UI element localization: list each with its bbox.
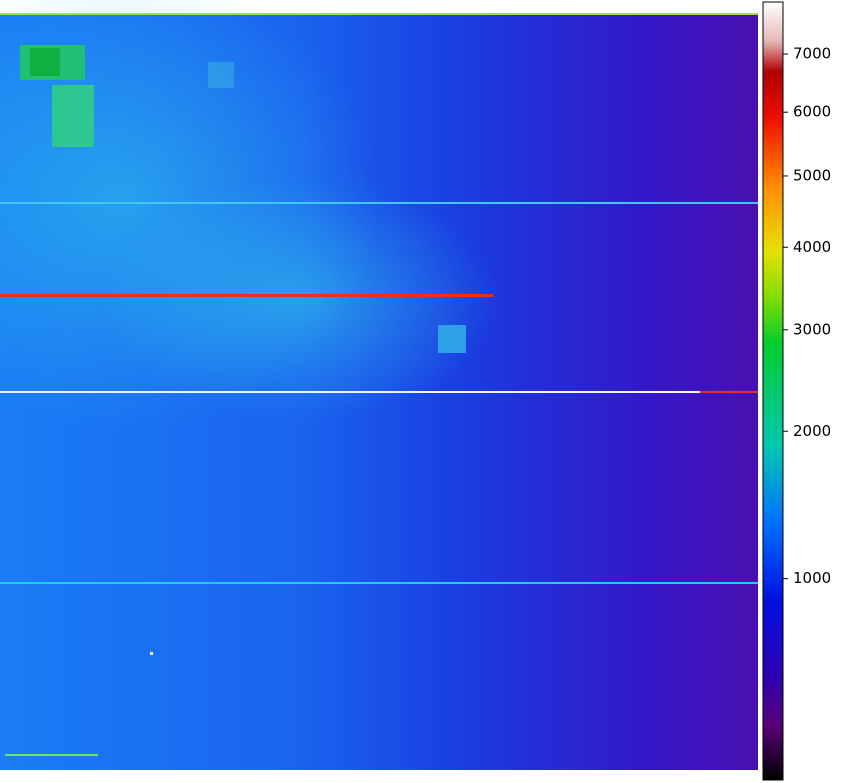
bad-row xyxy=(700,391,758,393)
colorbar-tick-label: 6000 xyxy=(793,103,831,121)
bad-row xyxy=(0,294,493,297)
bright-spot xyxy=(52,85,94,147)
glow xyxy=(100,180,500,420)
colorbar-tick-label: 7000 xyxy=(793,45,831,63)
source-box xyxy=(208,62,234,88)
bright-spot xyxy=(30,48,60,76)
colorbar-tick-label: 2000 xyxy=(793,422,831,440)
source-box xyxy=(438,325,466,353)
bad-row xyxy=(5,754,98,756)
bad-row xyxy=(0,202,758,204)
colorbar-tick-label: 1000 xyxy=(793,569,831,587)
hot-pixel xyxy=(150,652,153,655)
bad-row xyxy=(0,582,758,584)
edge-line xyxy=(0,13,758,15)
bad-row xyxy=(0,391,758,393)
colorbar-tick-label: 5000 xyxy=(793,166,831,184)
colorbar-ticks: 1000 2000 3000 4000 5000 6000 7000 xyxy=(783,45,831,587)
colorbar xyxy=(762,1,784,781)
colorbar-tick-label: 4000 xyxy=(793,238,831,256)
detector-image xyxy=(0,0,758,770)
colorbar-tick-label: 3000 xyxy=(793,320,831,338)
